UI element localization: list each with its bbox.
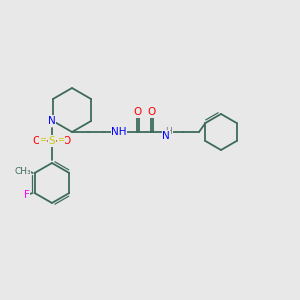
Text: O: O bbox=[147, 107, 155, 117]
Text: NH: NH bbox=[111, 127, 127, 137]
Text: N: N bbox=[48, 116, 56, 126]
Text: CH₃: CH₃ bbox=[14, 167, 31, 176]
Text: S: S bbox=[49, 136, 55, 146]
Text: O: O bbox=[133, 107, 141, 117]
Text: =: = bbox=[39, 136, 46, 145]
Text: =: = bbox=[57, 136, 64, 145]
Text: N: N bbox=[162, 131, 170, 141]
Text: O: O bbox=[33, 136, 41, 146]
Text: F: F bbox=[24, 190, 30, 200]
Text: O: O bbox=[63, 136, 71, 146]
Text: H: H bbox=[166, 128, 172, 136]
